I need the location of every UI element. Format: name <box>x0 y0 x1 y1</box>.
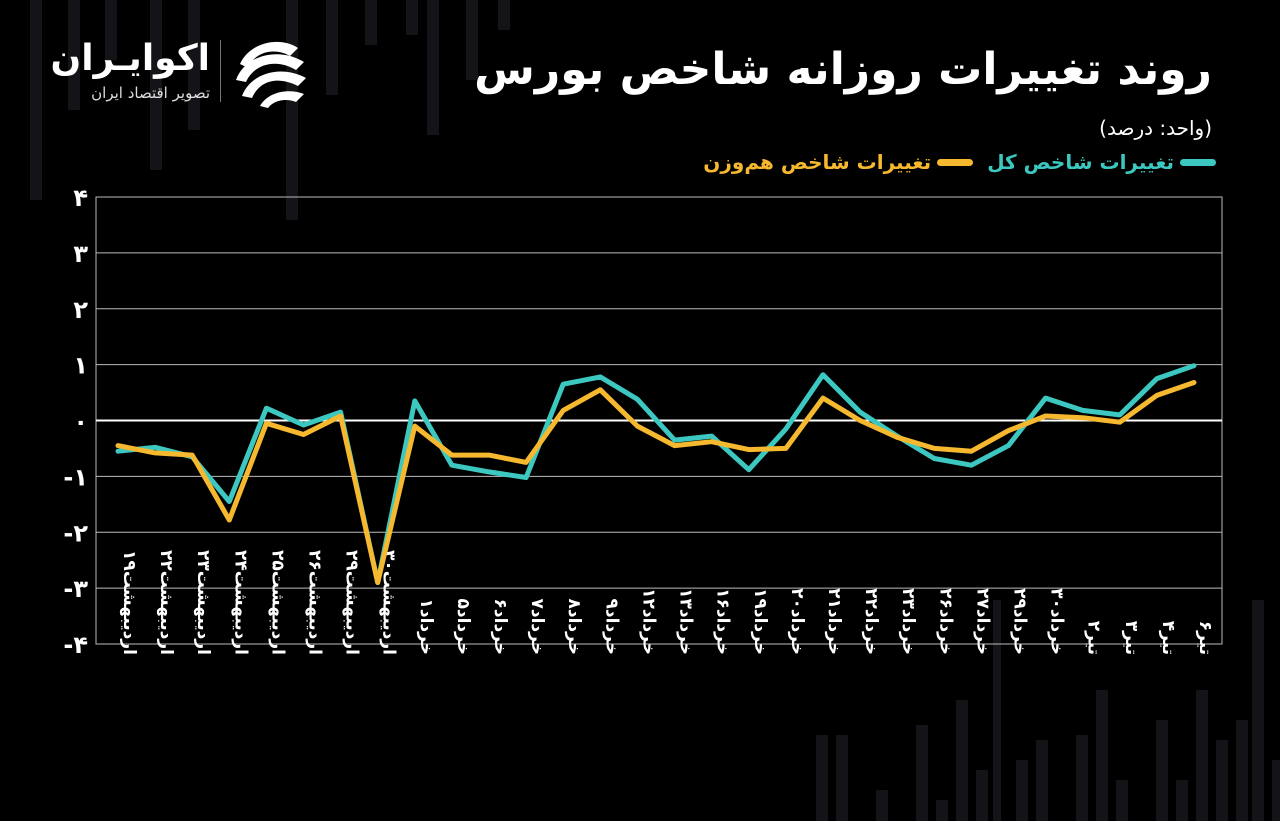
legend-swatch-equal-weight <box>937 158 974 166</box>
x-tick-label: خرداد۲۳ <box>898 588 918 655</box>
series-line-total-index <box>115 363 1197 585</box>
ecoiran-logo-icon <box>236 41 306 108</box>
legend-item-equal-weight: تغییرات شاخص هم‌وزن <box>703 150 974 174</box>
x-tick-label: خرداد۲۷ <box>972 588 992 655</box>
brand-tagline: تصویر اقتصاد ایران <box>91 84 210 102</box>
background-candle <box>1156 720 1168 821</box>
y-tick-label: -۳ <box>63 575 88 603</box>
background-candle <box>326 0 338 95</box>
background-candle <box>1236 720 1248 821</box>
background-candle <box>150 0 162 170</box>
y-tick-label: ۳ <box>73 240 88 268</box>
x-tick-label: خرداد۹ <box>601 599 621 656</box>
background-candle <box>916 725 928 821</box>
legend-swatch-total-index <box>1180 158 1216 166</box>
x-tick-label: خرداد۱۲ <box>638 588 658 655</box>
background-candle <box>1252 600 1264 821</box>
x-tick-label: خرداد۳۰ <box>1047 588 1067 655</box>
background-candle <box>976 770 988 821</box>
background-candle <box>1272 760 1280 821</box>
background-candle <box>956 700 968 821</box>
background-candle <box>406 0 418 35</box>
legend-label-equal-weight: تغییرات شاخص هم‌وزن <box>703 150 932 174</box>
x-tick-label: اردیبهشت۳۰ <box>379 550 399 655</box>
x-tick-label: تیر۴ <box>1158 621 1178 655</box>
background-candle <box>466 0 478 80</box>
x-tick-label: اردیبهشت۲۴ <box>230 550 250 655</box>
x-tick-label: اردیبهشت۲۶ <box>305 550 325 655</box>
x-tick-label: خرداد۷ <box>527 599 547 656</box>
x-tick-label: خرداد۱۳ <box>676 588 696 655</box>
x-tick-label: خرداد۶ <box>490 599 510 656</box>
legend-item-total-index: تغییرات شاخص کل <box>987 150 1216 174</box>
background-candle <box>1036 740 1048 821</box>
x-tick-label: خرداد۸ <box>564 599 584 656</box>
background-candle <box>68 0 80 110</box>
x-tick-label: خرداد۱۶ <box>713 588 733 655</box>
x-tick-label: تیر۲ <box>1084 621 1104 655</box>
x-tick-label: تیر۳ <box>1121 621 1141 655</box>
background-candle <box>993 600 1001 821</box>
background-candle <box>1096 690 1108 821</box>
brand-name: اکوایـران <box>50 38 210 79</box>
background-candle <box>1116 780 1128 821</box>
background-candle <box>816 735 828 821</box>
background-candle <box>936 800 948 821</box>
x-tick-label: خرداد۲۹ <box>1009 588 1029 655</box>
background-candle <box>1216 740 1228 821</box>
x-tick-label: اردیبهشت۲۵ <box>267 550 287 655</box>
x-tick-label: اردیبهشت۲۳ <box>193 550 213 655</box>
background-candle <box>30 0 42 200</box>
y-tick-label: ۱ <box>73 352 88 380</box>
background-candle <box>1196 690 1208 821</box>
x-tick-label: خرداد۵ <box>453 599 473 656</box>
x-tick-label: اردیبهشت۲۹ <box>342 550 362 655</box>
y-tick-label: -۴ <box>63 631 88 659</box>
chart-title: روند تغییرات روزانه شاخص بورس <box>474 44 1212 95</box>
background-candle <box>365 0 377 45</box>
brand-divider <box>220 40 221 102</box>
x-tick-label: خرداد۱۹ <box>750 588 770 655</box>
y-tick-label: ۲ <box>73 296 88 324</box>
x-tick-label: خرداد۲۱ <box>824 588 844 655</box>
series-line-equal-weight <box>115 380 1197 585</box>
background-candle <box>1176 780 1188 821</box>
x-tick-label: خرداد۲۲ <box>861 588 881 655</box>
x-tick-label: خرداد۲۶ <box>935 588 955 655</box>
background-candle <box>188 0 200 130</box>
background-candle <box>1076 735 1088 821</box>
x-tick-label: اردیبهشت۲۲ <box>156 550 176 655</box>
background-candle <box>427 0 439 135</box>
y-tick-label: -۲ <box>63 519 88 547</box>
background-candle <box>1016 760 1028 821</box>
background-candle <box>105 0 117 60</box>
background-candle <box>876 790 888 821</box>
y-tick-label: ۴ <box>73 184 88 212</box>
x-tick-label: اردیبهشت۱۹ <box>119 550 139 655</box>
x-tick-label: خرداد۱ <box>416 599 436 656</box>
x-tick-label: خرداد۲۰ <box>787 588 807 655</box>
background-candle <box>498 0 510 30</box>
brand: اکوایـران تصویر اقتصاد ایران <box>50 34 312 109</box>
unit-label: (واحد: درصد) <box>1099 116 1212 140</box>
legend: تغییرات شاخص کل تغییرات شاخص هم‌وزن <box>703 150 1216 174</box>
x-tick-label: تیر۶ <box>1195 621 1215 655</box>
legend-label-total-index: تغییرات شاخص کل <box>987 150 1174 174</box>
y-tick-label: -۱ <box>63 463 88 491</box>
background-candle <box>836 735 848 821</box>
y-tick-label: ۰ <box>73 408 88 436</box>
